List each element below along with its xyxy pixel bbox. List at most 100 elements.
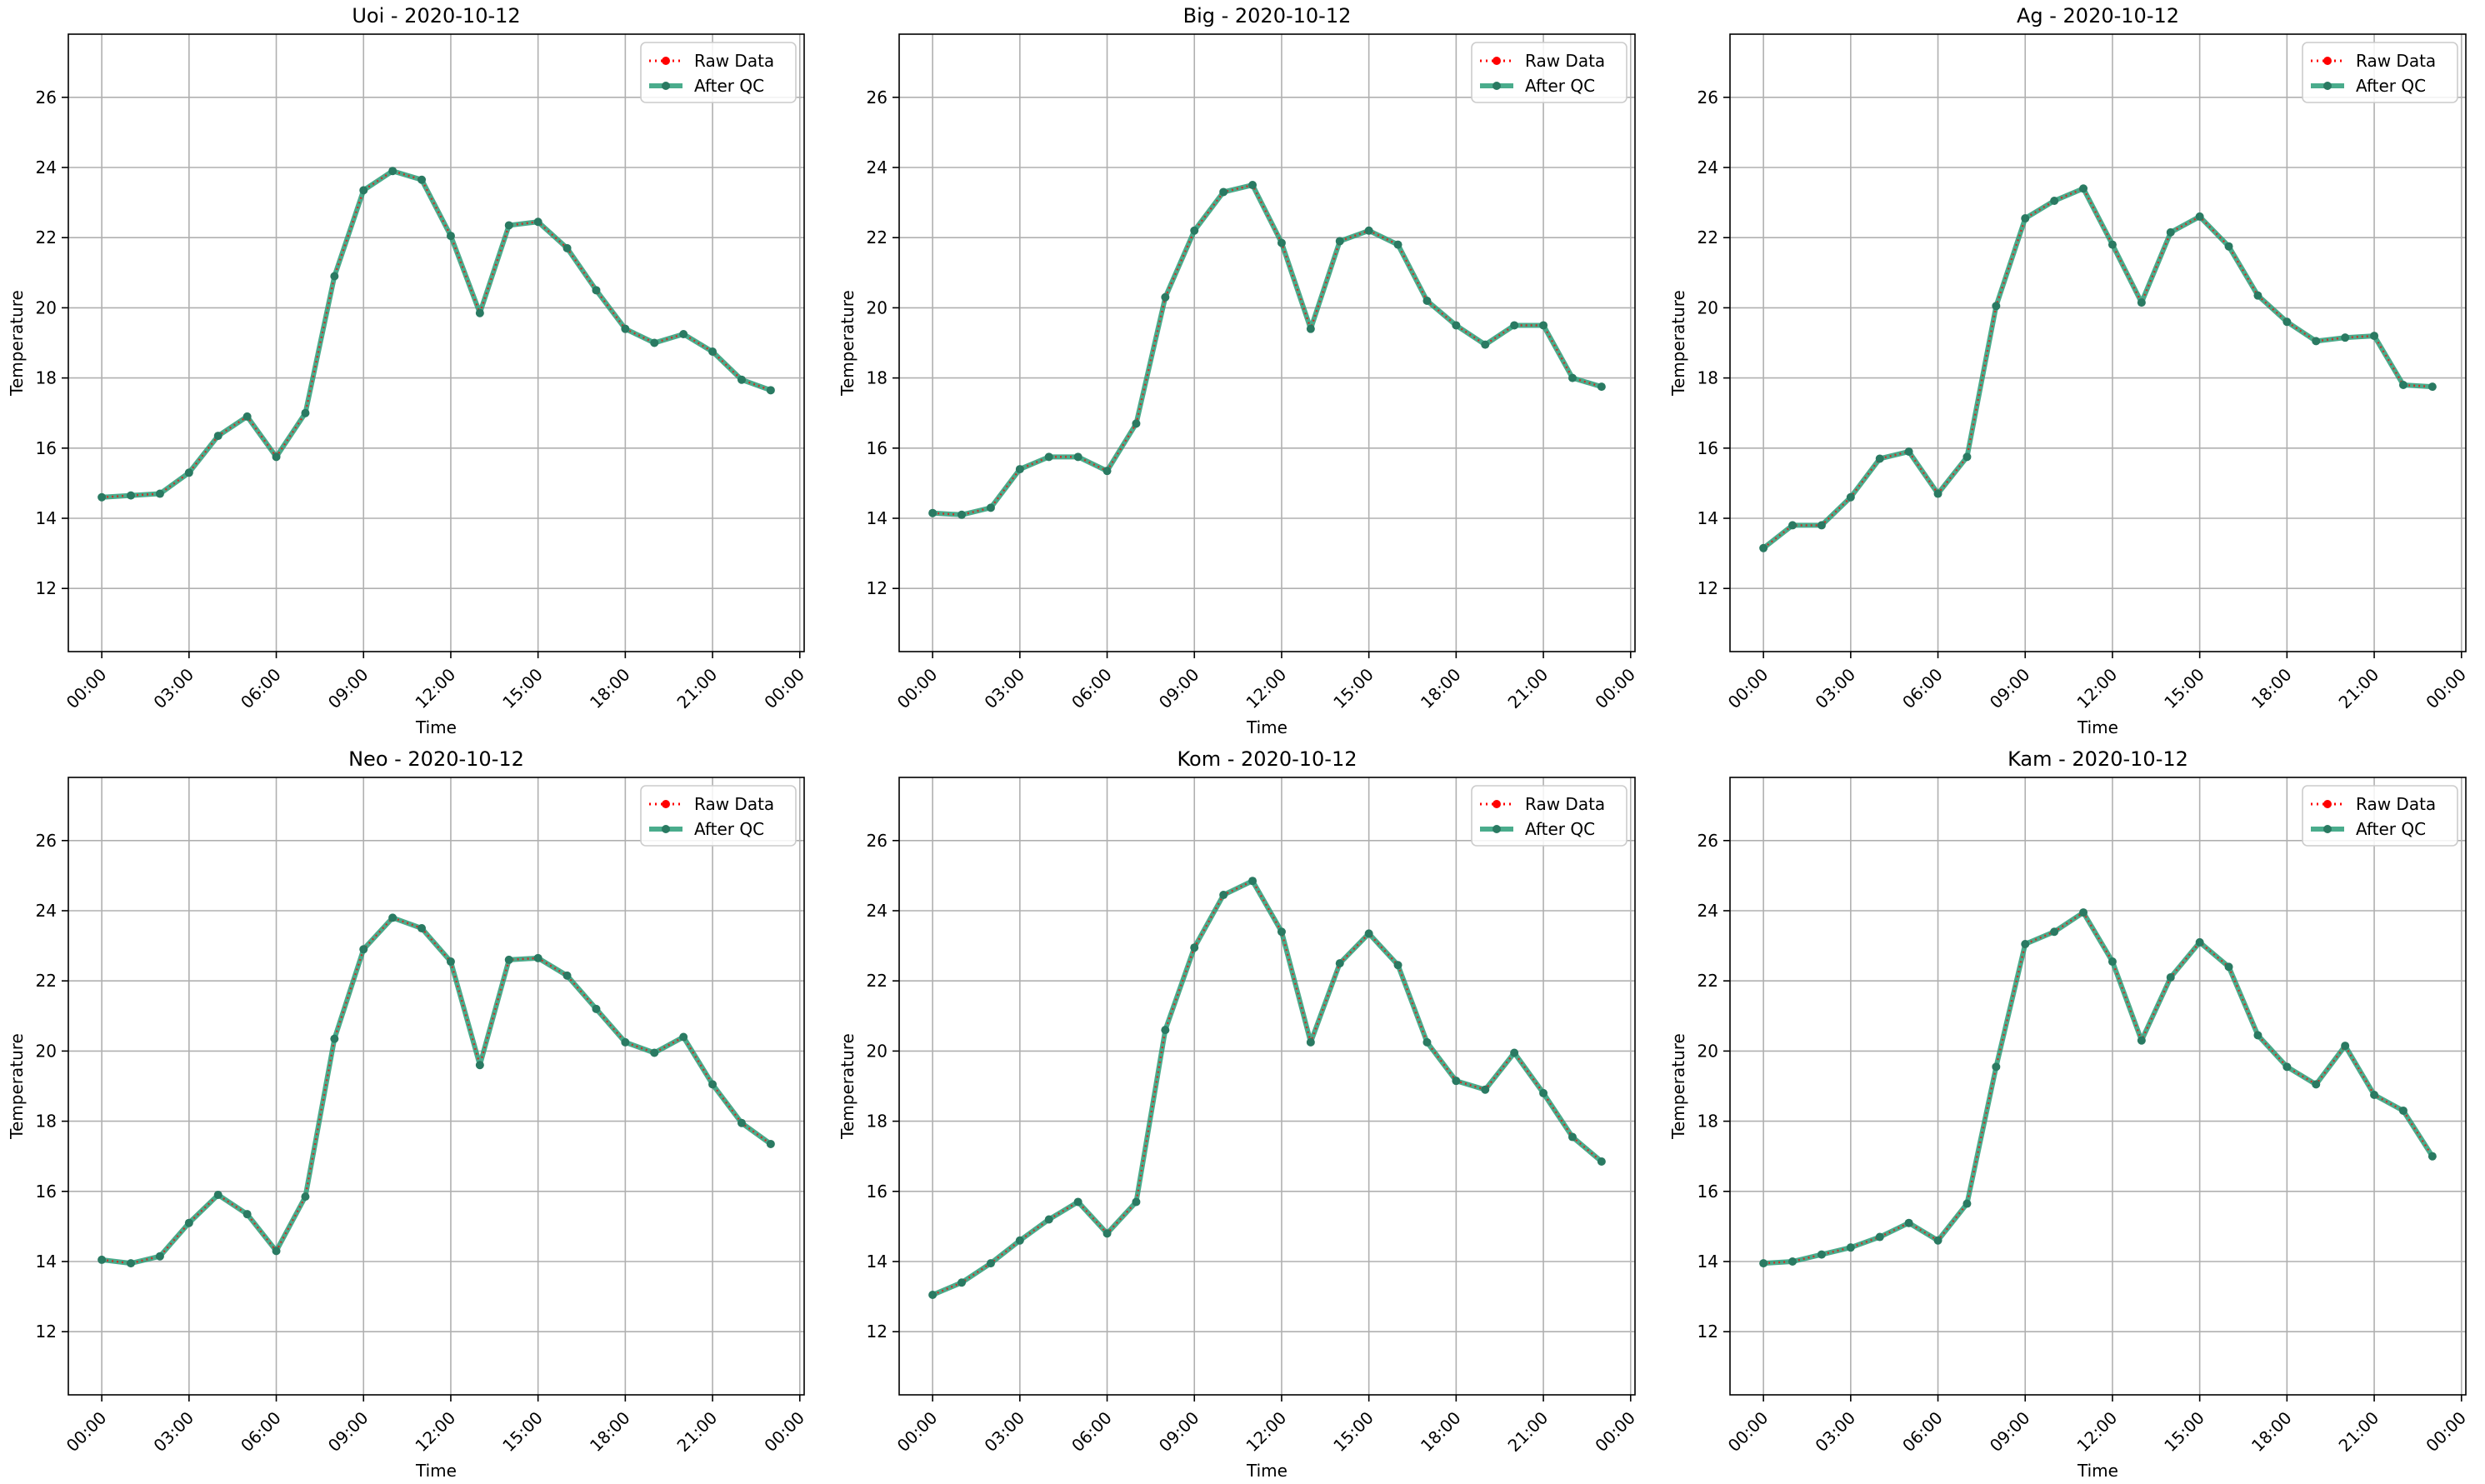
data-point <box>650 338 659 347</box>
data-point <box>1539 1088 1548 1097</box>
data-point <box>1190 943 1199 952</box>
data-point <box>155 1252 164 1261</box>
after-qc-line <box>1762 186 2433 551</box>
x-tick-label: 18:00 <box>2248 1407 2296 1456</box>
subplot-kam: 00:00 03:00 06:00 09:00 12:00 15:00 18:00 21:00… <box>1668 747 2470 1481</box>
data-point <box>621 324 630 333</box>
y-axis-label: Temperature <box>838 1033 858 1140</box>
x-tick-label: 18:00 <box>1417 664 1465 712</box>
x-tick-label: 00:00 <box>62 1407 111 1456</box>
x-tick-label: 15:00 <box>2160 664 2208 712</box>
data-point <box>2282 317 2292 327</box>
data-point <box>679 1032 688 1042</box>
x-tick-label: 09:00 <box>1986 664 2034 712</box>
data-point <box>1073 1197 1082 1207</box>
subplot-title: Big - 2020-10-12 <box>1183 4 1352 27</box>
data-point <box>1393 240 1402 249</box>
data-point <box>1102 467 1112 476</box>
y-tick-label: 18 <box>1698 1112 1718 1132</box>
y-tick-label: 20 <box>1698 1041 1718 1061</box>
y-tick-label: 16 <box>36 438 57 458</box>
x-tick-label: 18:00 <box>586 664 634 712</box>
data-point <box>1539 321 1548 330</box>
legend: Raw Data After QC <box>640 785 797 847</box>
raw-data-line <box>101 917 772 1265</box>
axes-frame <box>898 33 1636 652</box>
data-point <box>446 232 455 241</box>
y-tick-label: 14 <box>1698 1252 1718 1272</box>
data-point <box>1875 454 1884 463</box>
data-point <box>1817 521 1826 530</box>
y-tick-label: 16 <box>867 438 888 458</box>
data-point <box>2312 1080 2321 1089</box>
data-point <box>1393 961 1402 970</box>
after-qc-line <box>932 182 1602 517</box>
x-tick-label: 09:00 <box>1986 1407 2034 1456</box>
data-point <box>766 386 775 395</box>
y-tick-label: 26 <box>867 831 888 851</box>
data-point <box>504 955 513 964</box>
subplot-uoi: 00:00 03:00 06:00 09:00 12:00 15:00 18:00 21:00… <box>7 4 808 737</box>
y-tick-label: 24 <box>36 157 57 177</box>
y-tick-label: 24 <box>36 901 57 921</box>
data-point <box>446 957 455 967</box>
data-point <box>1962 1199 1972 1208</box>
x-tick-label: 21:00 <box>2335 1407 2383 1456</box>
x-tick-label: 00:00 <box>1724 1407 1772 1456</box>
x-tick-label: 18:00 <box>2248 664 2296 712</box>
legend-raw-marker <box>1492 57 1501 65</box>
data-point <box>1597 1157 1606 1167</box>
data-point <box>592 1004 601 1013</box>
data-point <box>1568 373 1577 382</box>
legend-raw-label: Raw Data <box>2356 51 2436 71</box>
x-tick-label: 03:00 <box>980 664 1028 712</box>
data-point <box>2253 291 2262 300</box>
data-point <box>958 510 967 519</box>
data-point <box>2428 1152 2437 1161</box>
y-tick-label: 22 <box>1698 227 1718 247</box>
data-point <box>928 1291 938 1300</box>
data-point <box>1510 321 1519 330</box>
legend-raw-marker <box>2323 800 2332 808</box>
after-qc-line <box>101 915 772 1267</box>
x-tick-label: 00:00 <box>1591 664 1639 712</box>
legend-qc-label: After QC <box>694 819 764 839</box>
data-point <box>2341 333 2350 342</box>
data-point <box>1481 340 1490 349</box>
axes-frame <box>68 777 805 1396</box>
x-tick-label: 00:00 <box>1591 1407 1639 1456</box>
x-tick-label: 15:00 <box>2160 1407 2208 1456</box>
legend: Raw Data After QC <box>2302 42 2458 103</box>
data-point <box>1933 1236 1942 1245</box>
data-point <box>359 186 368 195</box>
data-point <box>213 432 222 441</box>
raw-data-line <box>1763 911 2433 1265</box>
legend-qc-marker <box>2323 82 2332 90</box>
legend-qc-label: After QC <box>2356 76 2426 96</box>
data-point <box>1190 226 1199 235</box>
data-point <box>1335 237 1344 246</box>
x-tick-label: 00:00 <box>1724 664 1772 712</box>
legend-qc-marker <box>662 82 670 90</box>
data-point <box>1277 927 1286 937</box>
legend-raw-marker <box>662 57 670 65</box>
data-point <box>2166 227 2175 237</box>
data-point <box>1364 929 1373 938</box>
data-point <box>98 492 107 502</box>
data-point <box>1306 324 1315 333</box>
y-tick-label: 18 <box>867 368 888 388</box>
x-tick-label: 12:00 <box>412 664 460 712</box>
y-tick-label: 26 <box>867 87 888 107</box>
data-point <box>1933 489 1942 498</box>
data-point <box>272 452 281 462</box>
x-axis-label: Time <box>415 1461 457 1481</box>
data-point <box>1759 543 1768 552</box>
data-point <box>2428 382 2437 392</box>
raw-data-line <box>1762 187 2432 549</box>
y-tick-label: 24 <box>867 901 888 921</box>
y-tick-label: 12 <box>1698 578 1718 598</box>
x-tick-label: 21:00 <box>2335 664 2383 712</box>
data-point <box>1568 1132 1577 1142</box>
axes-frame <box>1729 33 2467 652</box>
legend-raw-label: Raw Data <box>694 794 774 814</box>
